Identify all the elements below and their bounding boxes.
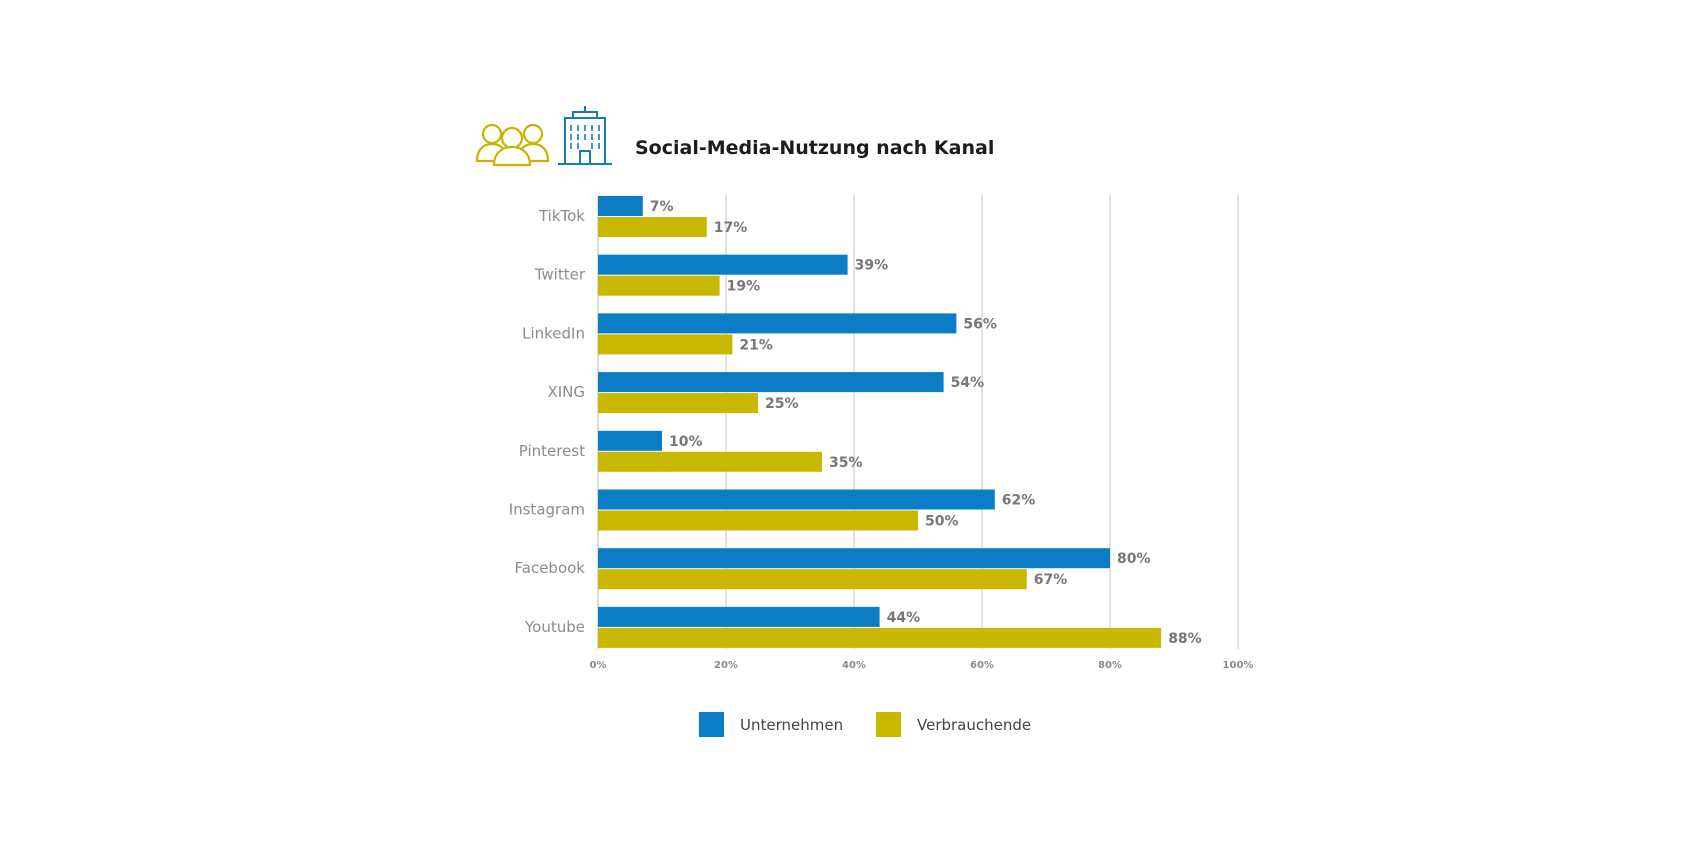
bar-unternehmen-tiktok: [598, 196, 643, 216]
value-label-unternehmen-tiktok: 7%: [650, 199, 674, 215]
bar-verbrauchende-xing: [598, 393, 758, 414]
category-label-tiktok: TikTok: [538, 207, 585, 225]
legend-label-unternehmen: Unternehmen: [740, 716, 843, 734]
x-tick-label-100: 100%: [1223, 660, 1254, 671]
bar-unternehmen-twitter: [598, 254, 848, 275]
bar-unternehmen-youtube: [598, 606, 880, 627]
category-label-xing: XING: [547, 383, 585, 401]
bar-verbrauchende-twitter: [598, 275, 720, 296]
value-label-verbrauchende-tiktok: 17%: [714, 220, 748, 236]
value-label-unternehmen-xing: 54%: [951, 375, 985, 391]
category-label-pinterest: Pinterest: [519, 442, 585, 460]
bar-unternehmen-facebook: [598, 548, 1110, 569]
value-label-unternehmen-linkedin: 56%: [963, 316, 997, 332]
value-label-unternehmen-pinterest: 10%: [669, 434, 703, 450]
office-building-icon: [558, 106, 612, 165]
value-label-verbrauchende-linkedin: 21%: [739, 337, 773, 353]
x-tick-label-80: 80%: [1098, 660, 1122, 671]
x-tick-label-40: 40%: [842, 660, 866, 671]
chart-title: Social-Media-Nutzung nach Kanal: [635, 137, 994, 159]
value-label-unternehmen-twitter: 39%: [855, 258, 889, 274]
legend-swatch-unternehmen: [699, 712, 724, 737]
bar-verbrauchende-instagram: [598, 510, 918, 531]
category-labels: TikTok Twitter LinkedIn XING Pinterest Instag…: [509, 207, 586, 636]
legend: Unternehmen Verbrauchende: [699, 712, 1031, 737]
value-label-verbrauchende-twitter: 19%: [727, 279, 761, 295]
category-label-instagram: Instagram: [509, 501, 585, 519]
bar-verbrauchende-youtube: [598, 627, 1162, 648]
category-label-youtube: Youtube: [524, 618, 585, 636]
category-label-facebook: Facebook: [515, 559, 586, 577]
bar-unternehmen-instagram: [598, 489, 995, 510]
value-label-verbrauchende-xing: 25%: [765, 396, 799, 412]
people-icon: [475, 123, 550, 167]
x-tick-label-20: 20%: [714, 660, 738, 671]
value-label-unternehmen-instagram: 62%: [1002, 493, 1036, 509]
value-label-unternehmen-youtube: 44%: [887, 610, 921, 626]
bar-unternehmen-pinterest: [598, 430, 662, 451]
bar-verbrauchende-facebook: [598, 569, 1027, 590]
x-tick-labels: 0% 20% 40% 60% 80% 100%: [590, 660, 1254, 671]
bar-unternehmen-linkedin: [598, 313, 957, 334]
legend-label-verbrauchende: Verbrauchende: [917, 716, 1031, 734]
bar-unternehmen-xing: [598, 372, 944, 393]
value-label-verbrauchende-facebook: 67%: [1034, 572, 1068, 588]
x-tick-label-60: 60%: [970, 660, 994, 671]
bar-verbrauchende-pinterest: [598, 451, 822, 472]
category-label-twitter: Twitter: [534, 266, 586, 284]
value-label-verbrauchende-instagram: 50%: [925, 514, 959, 530]
bar-verbrauchende-tiktok: [598, 217, 707, 237]
bar-verbrauchende-linkedin: [598, 334, 733, 355]
category-label-linkedin: LinkedIn: [522, 324, 585, 342]
value-label-verbrauchende-pinterest: 35%: [829, 455, 863, 471]
x-tick-label-0: 0%: [590, 660, 607, 671]
bars: 7% 17% 39% 19% 56% 21% 54% 25% 10% 35% 62% 50% 80% 67…: [598, 196, 1202, 648]
value-label-verbrauchende-youtube: 88%: [1168, 631, 1202, 647]
legend-swatch-verbrauchende: [876, 712, 901, 737]
value-label-unternehmen-facebook: 80%: [1117, 551, 1151, 567]
